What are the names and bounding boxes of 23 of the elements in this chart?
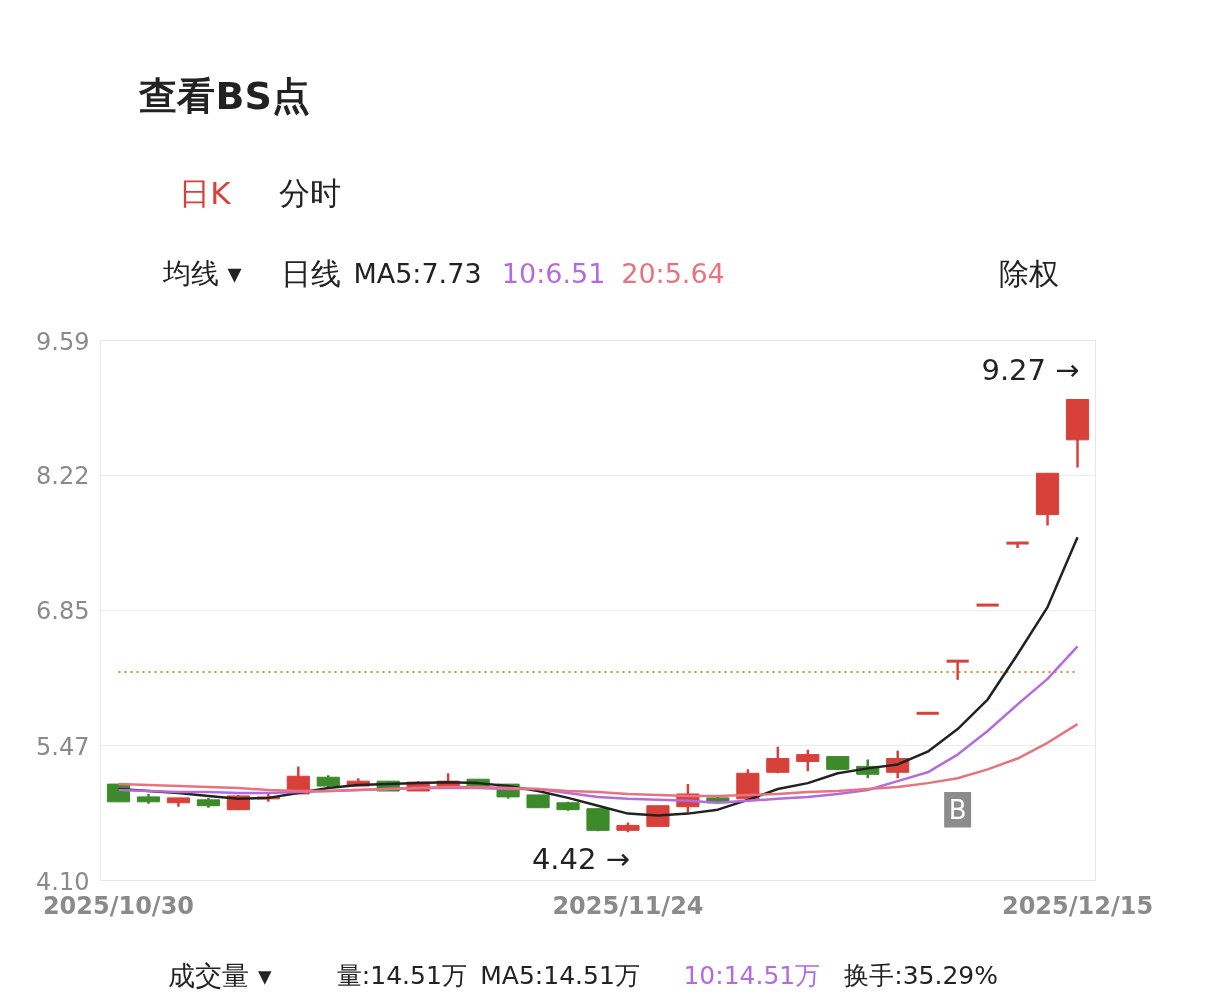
text: 10:6.51	[501, 258, 606, 289]
text: 日K	[179, 174, 232, 211]
text: 分时	[278, 174, 341, 211]
annotation: 4.42 →	[531, 841, 630, 876]
text: 换手:35.29%	[844, 961, 999, 990]
text: 成交量 ▾	[168, 960, 273, 991]
annotation: 9.27 →	[981, 352, 1080, 387]
y-tick-label: 8.22	[36, 462, 90, 491]
y-tick-label: 9.59	[36, 327, 90, 356]
text: 20:5.64	[621, 258, 725, 289]
chart-title: 查看BS点	[138, 73, 310, 118]
x-tick-label: 2025/11/24	[552, 891, 704, 920]
x-tick-label: 2025/12/15	[1001, 891, 1154, 920]
text: 量:14.51万	[336, 961, 467, 990]
y-tick-label: 6.85	[36, 597, 90, 626]
text: MA5:14.51万	[480, 961, 640, 990]
text: 除权	[999, 256, 1060, 291]
y-tick-label: 5.47	[36, 732, 90, 761]
text: MA5:7.73	[353, 258, 482, 289]
text: 10:14.51万	[683, 961, 821, 990]
text: 均线 ▾	[161, 257, 242, 290]
text: 日线	[281, 256, 342, 291]
annotation: B	[948, 794, 967, 825]
